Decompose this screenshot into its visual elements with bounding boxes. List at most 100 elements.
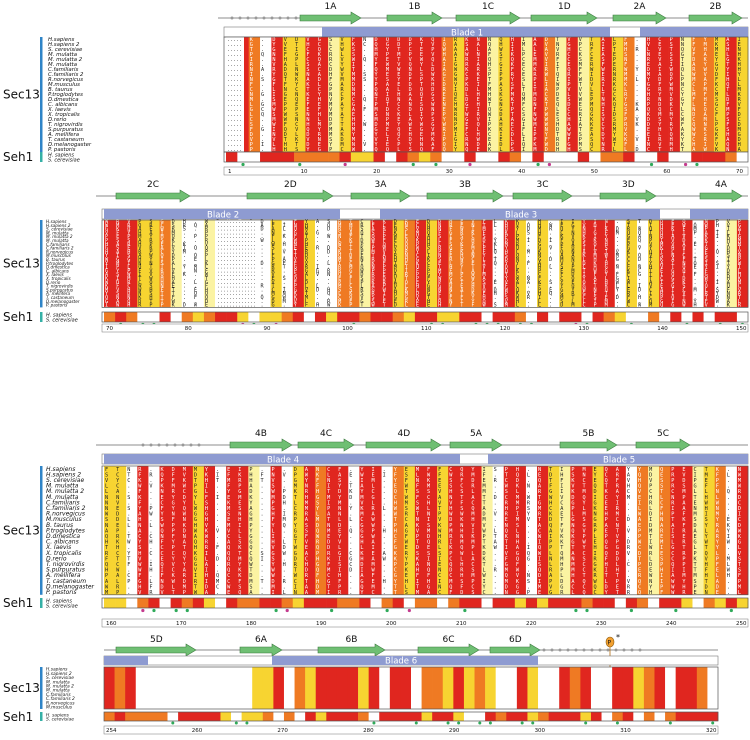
alignment-column bbox=[362, 37, 374, 152]
strand-label: 5D bbox=[150, 635, 163, 645]
seh1-column bbox=[104, 312, 116, 322]
species-name: M. mulatta 2 bbox=[46, 488, 84, 495]
alignment-column bbox=[736, 220, 749, 308]
species-name: M. mulatta bbox=[46, 679, 70, 685]
strand-label: 6D bbox=[509, 635, 522, 645]
seh1-column bbox=[262, 712, 274, 721]
seh1-column bbox=[622, 712, 634, 721]
alignment-column bbox=[348, 220, 360, 308]
alignment-column bbox=[657, 37, 669, 152]
seh1-column bbox=[625, 598, 638, 608]
alignment-column bbox=[188, 667, 200, 709]
strand-label: 2C bbox=[147, 180, 159, 190]
alignment-column bbox=[426, 466, 438, 595]
species-name: S. cerevisiae bbox=[46, 227, 73, 232]
seh1-column bbox=[537, 598, 549, 608]
species-name: M. mulatta bbox=[48, 62, 77, 68]
phospho-label: P bbox=[608, 640, 612, 647]
disorder-dot bbox=[558, 648, 562, 652]
seh1-column bbox=[148, 312, 160, 322]
alignment-column bbox=[532, 37, 545, 152]
beta-strand-arrow bbox=[299, 11, 362, 25]
species-name: M. mulatta bbox=[48, 52, 77, 58]
seh1-column bbox=[303, 598, 316, 608]
beta-strand-arrow bbox=[688, 11, 743, 25]
alignment-column bbox=[359, 220, 371, 308]
alignment-column bbox=[581, 466, 593, 595]
alignment-column bbox=[622, 667, 634, 709]
disorder-dot bbox=[286, 16, 290, 20]
disorder-dot bbox=[566, 648, 570, 652]
species-name: C.familiaris 2 bbox=[46, 246, 74, 251]
seh1-column bbox=[569, 712, 581, 721]
disorder-dot bbox=[141, 443, 145, 447]
seh1-column bbox=[665, 712, 676, 721]
seh1-column bbox=[437, 312, 449, 322]
interface-dot bbox=[141, 608, 145, 613]
alignment-column bbox=[305, 37, 318, 152]
seh1-column bbox=[167, 712, 179, 721]
seh1-column bbox=[418, 152, 431, 162]
alignment-column bbox=[601, 667, 613, 709]
seh1-column bbox=[237, 598, 249, 608]
ruler-tick-label: 290 bbox=[449, 728, 460, 734]
interface-dot bbox=[457, 721, 461, 725]
strand-label: 4B bbox=[255, 429, 267, 439]
beta-strand-arrow bbox=[246, 189, 334, 203]
seh1-column bbox=[692, 312, 704, 322]
alignment-frame bbox=[101, 465, 749, 596]
ruler-tick-label: 110 bbox=[421, 326, 432, 332]
seh1-column bbox=[736, 312, 749, 322]
seh1-column bbox=[294, 152, 306, 162]
seh1-column bbox=[389, 712, 401, 721]
seh1-column bbox=[348, 312, 360, 322]
blade-bar bbox=[104, 656, 148, 665]
seh1-column bbox=[326, 712, 338, 721]
seh1-frame bbox=[223, 151, 749, 163]
seh1-column bbox=[373, 152, 386, 162]
alignment-column bbox=[589, 37, 601, 152]
seh1-column bbox=[215, 598, 227, 608]
seh1-column bbox=[283, 712, 295, 721]
seh1-column bbox=[441, 152, 454, 162]
seh1-column bbox=[713, 152, 726, 162]
interface-dot bbox=[536, 162, 540, 167]
seh1-column bbox=[548, 712, 560, 721]
ruler-tick-label: 320 bbox=[706, 728, 717, 734]
disorder-dot bbox=[606, 648, 610, 652]
species-name: H. sapiens bbox=[46, 599, 72, 605]
ruler-tick-label: 270 bbox=[277, 728, 288, 734]
alignment-column bbox=[437, 220, 449, 308]
disorder-dot bbox=[230, 16, 234, 20]
seh1-column bbox=[527, 712, 539, 721]
blade-label: Blade 4 bbox=[267, 456, 299, 466]
disorder-dot bbox=[542, 648, 546, 652]
alignment-column bbox=[294, 667, 306, 709]
seh1-column bbox=[248, 312, 260, 322]
gap-dots: ........................................… bbox=[217, 219, 256, 309]
alignment-column bbox=[159, 466, 171, 595]
alignment-column bbox=[600, 37, 613, 152]
